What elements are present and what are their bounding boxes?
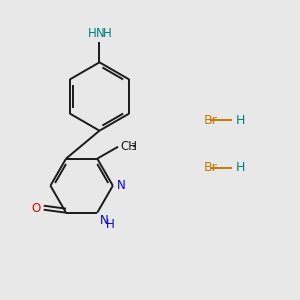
Text: CH: CH — [120, 140, 137, 153]
Text: Br: Br — [203, 161, 217, 174]
Text: H: H — [103, 27, 112, 40]
Text: N: N — [95, 27, 104, 40]
Text: Br: Br — [203, 114, 217, 127]
Text: H: H — [235, 161, 245, 174]
Text: N: N — [100, 214, 109, 227]
Text: H: H — [235, 114, 245, 127]
Text: N: N — [117, 179, 126, 192]
Text: 3: 3 — [130, 143, 136, 152]
Text: H: H — [88, 27, 96, 40]
Text: H: H — [106, 218, 114, 231]
Text: O: O — [31, 202, 40, 215]
